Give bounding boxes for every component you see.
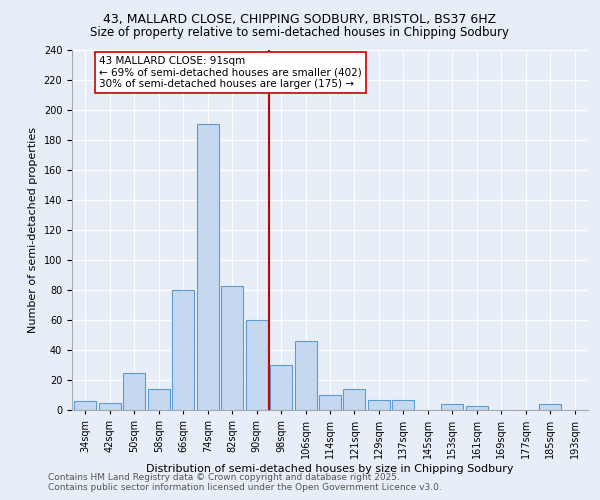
Bar <box>124 372 145 410</box>
Bar <box>221 286 243 410</box>
Bar <box>197 124 219 410</box>
Bar <box>148 389 170 410</box>
Bar <box>245 320 268 410</box>
Bar <box>74 401 97 410</box>
X-axis label: Distribution of semi-detached houses by size in Chipping Sodbury: Distribution of semi-detached houses by … <box>146 464 514 474</box>
Bar <box>392 400 415 410</box>
Bar <box>319 395 341 410</box>
Bar <box>172 290 194 410</box>
Bar <box>295 341 317 410</box>
Bar <box>343 389 365 410</box>
Bar <box>270 365 292 410</box>
Bar <box>368 400 390 410</box>
Text: Contains HM Land Registry data © Crown copyright and database right 2025.
Contai: Contains HM Land Registry data © Crown c… <box>48 473 442 492</box>
Y-axis label: Number of semi-detached properties: Number of semi-detached properties <box>28 127 38 333</box>
Bar <box>99 402 121 410</box>
Bar <box>539 404 561 410</box>
Text: 43 MALLARD CLOSE: 91sqm
← 69% of semi-detached houses are smaller (402)
30% of s: 43 MALLARD CLOSE: 91sqm ← 69% of semi-de… <box>99 56 362 89</box>
Text: 43, MALLARD CLOSE, CHIPPING SODBURY, BRISTOL, BS37 6HZ: 43, MALLARD CLOSE, CHIPPING SODBURY, BRI… <box>103 12 497 26</box>
Text: Size of property relative to semi-detached houses in Chipping Sodbury: Size of property relative to semi-detach… <box>91 26 509 39</box>
Bar <box>466 406 488 410</box>
Bar <box>441 404 463 410</box>
